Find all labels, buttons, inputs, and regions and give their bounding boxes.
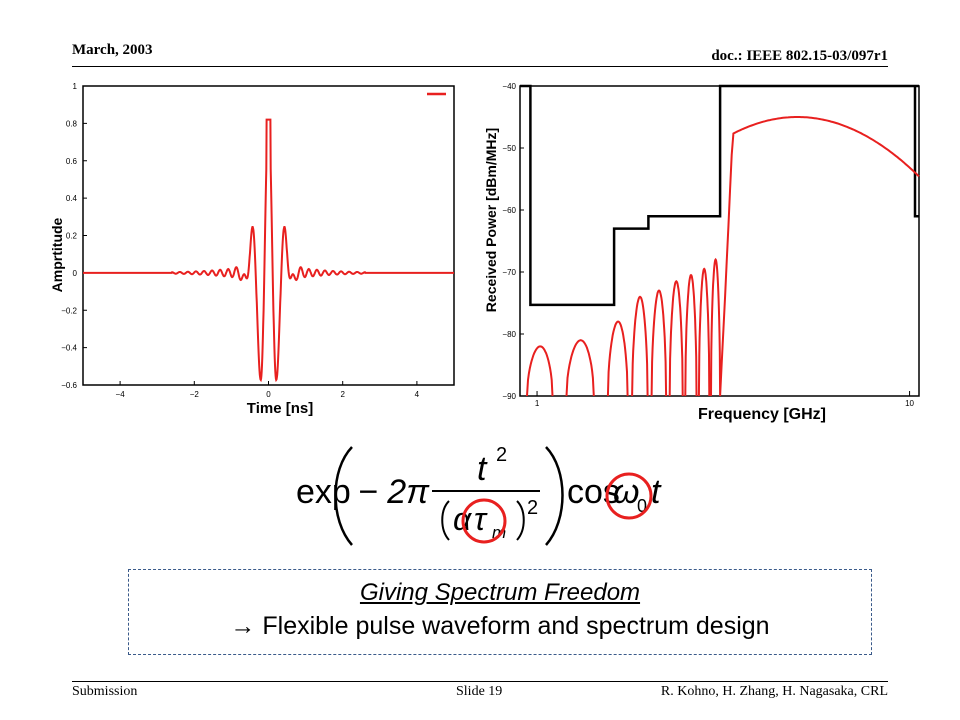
chart1-ytick-label: 1 <box>73 82 78 91</box>
chart1-ytick-label: 0.4 <box>66 194 78 203</box>
chart1-xlabel: Time [ns] <box>247 400 313 417</box>
chart2-ytick-label: −80 <box>502 330 516 339</box>
formula-alpha: α <box>453 501 472 537</box>
formula-left-paren <box>334 446 353 546</box>
chart1-ytick-label: −0.2 <box>61 306 77 315</box>
callout-subtitle-line: → Flexible pulse waveform and spectrum d… <box>129 608 871 644</box>
formula-t-exp: 2 <box>496 444 507 466</box>
chart2-xlabel: Frequency [GHz] <box>698 406 826 423</box>
header-date: March, 2003 <box>72 42 153 58</box>
formula-exp: exp <box>296 473 351 511</box>
highlight-circle-omega <box>605 472 653 520</box>
chart1-ylabel: Amprtitude <box>49 217 65 292</box>
formula-t: t <box>477 450 488 488</box>
chart1-xtick-label: 4 <box>415 390 420 399</box>
header-doc-id: doc.: IEEE 802.15-03/097r1 <box>711 48 888 64</box>
chart1-series-line <box>83 118 454 383</box>
arrow-icon: → <box>230 612 256 640</box>
chart1-xtick-label: 2 <box>340 390 345 399</box>
chart1-xtick-label: −2 <box>190 390 200 399</box>
formula-denominator-exp: 2 <box>527 497 538 519</box>
formula-cos: cos <box>567 473 620 511</box>
chart1-ytick-label: −0.6 <box>61 381 77 390</box>
chart2-ylabel: Received Power [dBm/MHz] <box>483 128 499 312</box>
formula-minus-2pi: − 2π <box>358 473 430 511</box>
formula-tau: τ <box>474 501 488 537</box>
callout-subtitle: Flexible pulse waveform and spectrum des… <box>262 612 770 640</box>
formula-inner-left-paren <box>441 500 450 541</box>
formula-omega: ω <box>613 473 639 511</box>
formula-inner-right-paren <box>516 500 525 541</box>
chart2-xtick-label: 1 <box>535 399 540 408</box>
footer-divider <box>72 681 888 682</box>
chart2-spectrum-line <box>526 116 920 397</box>
formula-omega-sub: 0 <box>637 496 647 516</box>
chart1-ytick-label: −0.4 <box>61 344 77 353</box>
footer-authors: R. Kohno, H. Zhang, H. Nagasaka, CRL <box>660 684 888 699</box>
chart2-ytick-label: −90 <box>502 392 516 401</box>
formula-right-paren <box>545 446 564 546</box>
chart1-ytick-label: 0.2 <box>66 232 78 241</box>
highlight-circle-tau <box>461 498 507 544</box>
chart2-frame <box>519 85 920 397</box>
chart1-xtick-label: 0 <box>266 390 271 399</box>
chart2-mask-tail <box>913 86 919 218</box>
chart2-ytick-label: −70 <box>502 268 516 277</box>
chart2-mask-line <box>520 84 919 307</box>
chart2-xtick-label: 10 <box>905 399 914 408</box>
footer-slide-number: Slide 19 <box>456 684 503 699</box>
callout-box: Giving Spectrum Freedom → Flexible pulse… <box>128 569 872 655</box>
formula-t2: t <box>651 473 662 511</box>
footer-submission: Submission <box>72 684 138 699</box>
chart1-frame <box>82 85 455 386</box>
chart1-ytick-label: 0.8 <box>66 119 78 128</box>
chart1-ytick-label: 0 <box>73 269 78 278</box>
formula-tau-sub: m <box>492 523 506 542</box>
header-divider <box>72 66 888 67</box>
chart1-ytick-label: 0.6 <box>66 157 78 166</box>
chart2-ytick-label: −50 <box>502 144 516 153</box>
chart1-xtick-label: −4 <box>116 390 126 399</box>
chart2-ytick-label: −40 <box>502 82 516 91</box>
callout-title: Giving Spectrum Freedom <box>359 579 641 606</box>
chart2-ytick-label: −60 <box>502 206 516 215</box>
